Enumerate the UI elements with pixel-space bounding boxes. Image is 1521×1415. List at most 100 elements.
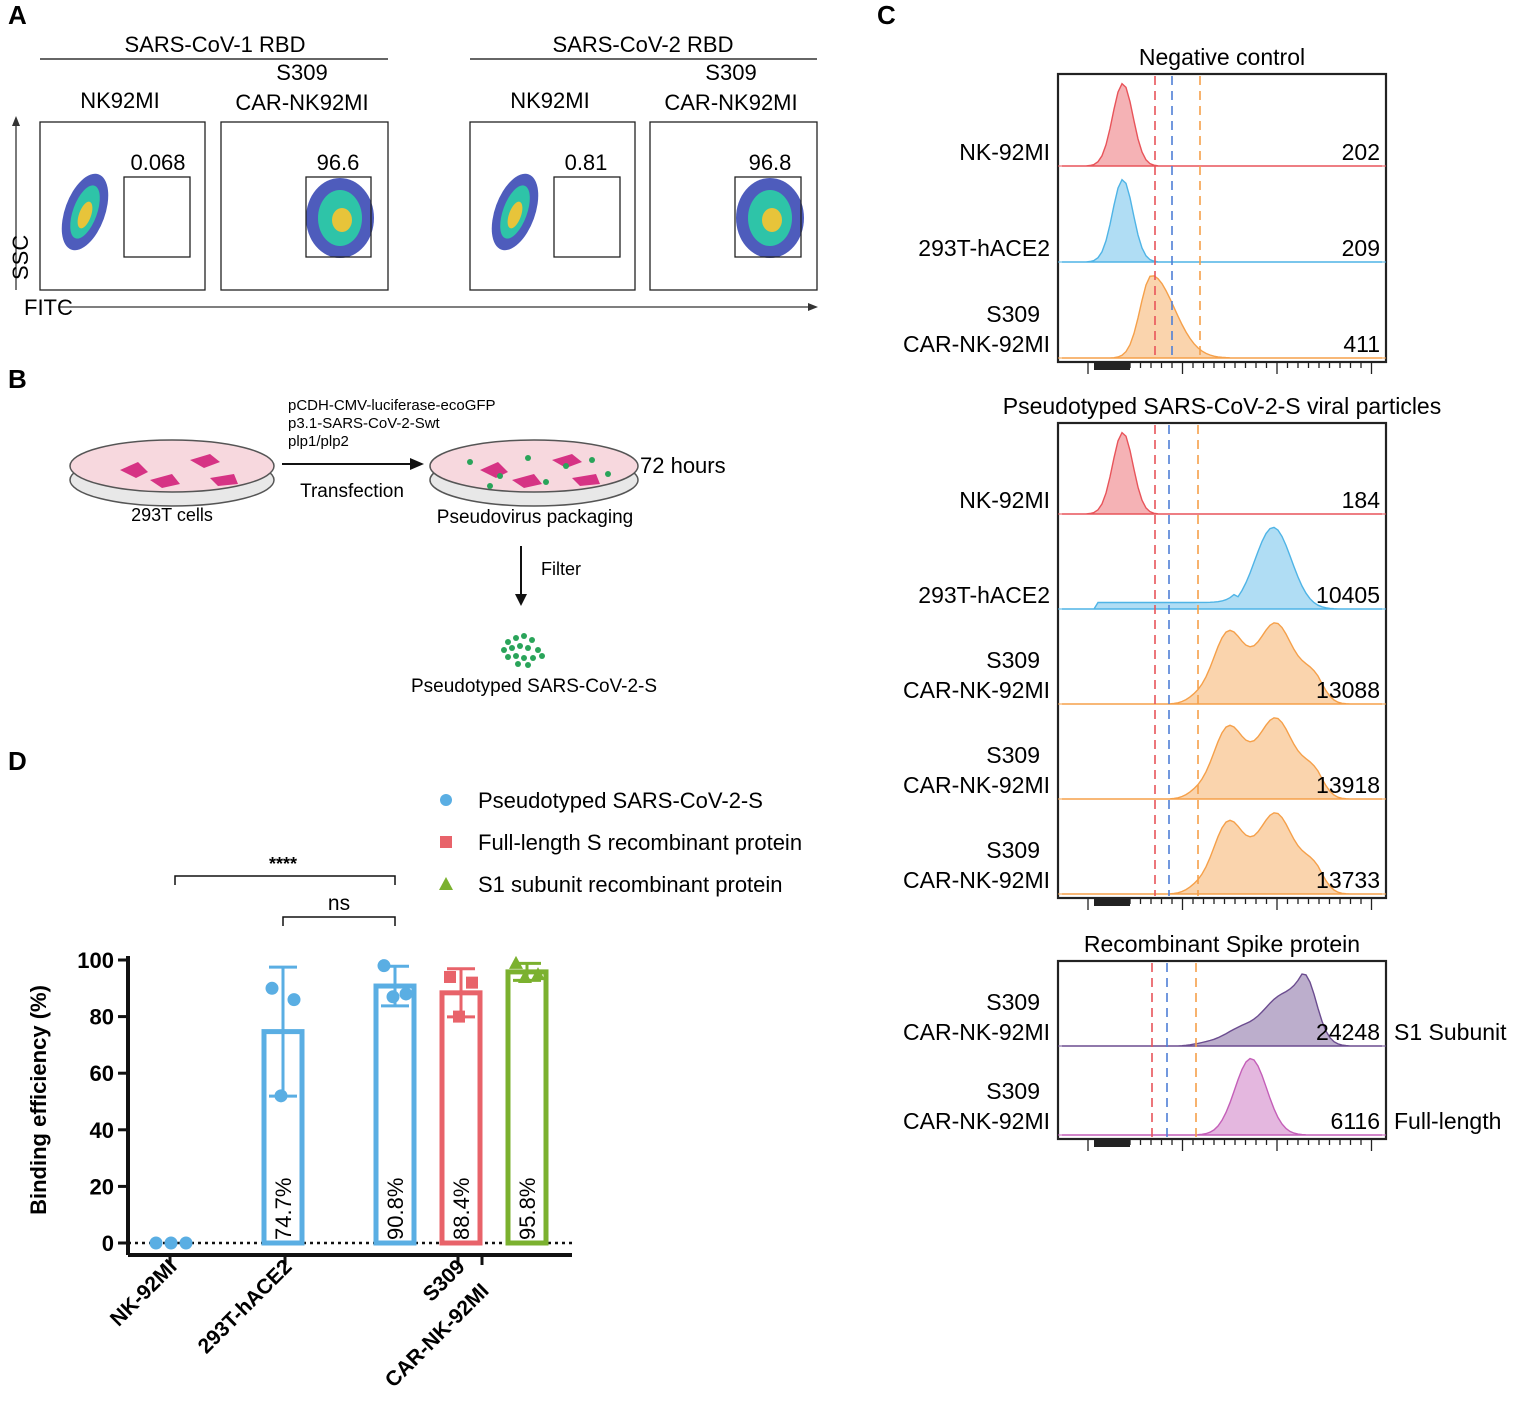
plasmid-1: pCDH-CMV-luciferase-ecoGFP (288, 397, 496, 414)
histogram-mfi-value: 13918 (1316, 772, 1380, 798)
packaging-label: Pseudovirus packaging (437, 507, 633, 528)
histogram-suffix: S1 Subunit (1394, 1019, 1507, 1045)
legend-marker (439, 877, 453, 890)
histogram-row-label: CAR-NK-92MI (903, 677, 1050, 703)
bar (505, 969, 549, 1246)
histogram-mfi-value: 13088 (1316, 677, 1380, 703)
histogram-row-label: NK-92MI (959, 139, 1050, 165)
histogram-row-label: NK-92MI (959, 487, 1050, 513)
flow-plot-3: 0.81 (469, 121, 636, 291)
bar (439, 990, 483, 1246)
col-label-s309-2: S309 (705, 60, 756, 85)
panel-letter-d: D (8, 746, 27, 776)
product-label: Pseudotyped SARS-CoV-2-S (411, 676, 657, 697)
histogram-row-label: 293T-hACE2 (918, 235, 1050, 261)
time-label: 72 hours (640, 453, 726, 478)
filter-label: Filter (541, 559, 581, 579)
data-point (265, 981, 279, 995)
y-axis-label: Binding efficiency (%) (26, 985, 51, 1215)
histogram-row-label: CAR-NK-92MI (903, 1108, 1050, 1134)
legend-label: Pseudotyped SARS-CoV-2-S (478, 788, 763, 813)
significance-bracket (174, 875, 396, 885)
data-point (287, 993, 301, 1007)
panel-letter-c: C (877, 0, 896, 30)
binding-bar-chart: 0 20 40 60 80 100 Binding efficiency (%) 74.7% 9… (26, 788, 802, 1392)
transfection-label: Transfection (300, 481, 404, 502)
data-point (466, 976, 478, 989)
histogram-row-label: S309 (986, 1078, 1040, 1104)
data-point (377, 959, 391, 973)
flow-plot-2: 96.6 (220, 121, 389, 291)
histogram-section-title: Pseudotyped SARS-CoV-2-S viral particles (1003, 393, 1441, 419)
axis-tick-cluster (1094, 362, 1130, 370)
histogram-mfi-value: 24248 (1316, 1019, 1380, 1045)
y-axis-ssc: SSC (8, 235, 33, 280)
dish-packaging-icon (429, 439, 639, 507)
significance-label: **** (269, 854, 297, 874)
histogram-row-label: CAR-NK-92MI (903, 331, 1050, 357)
pseudovirus-particles-icon (501, 633, 545, 668)
bar-value-label: 88.4% (449, 1178, 474, 1240)
histogram-section-title: Negative control (1139, 44, 1305, 70)
histogram-mfi-value: 10405 (1316, 582, 1380, 608)
col-label-car-1: CAR-NK92MI (235, 90, 368, 115)
histogram-section-title: Recombinant Spike protein (1084, 931, 1360, 957)
histogram-row-label: S309 (986, 742, 1040, 768)
histogram-frame (1056, 72, 1388, 364)
legend-marker (440, 794, 452, 806)
x-axis-fitc: FITC (24, 295, 73, 320)
x-category-label: NK-92MI (106, 1255, 182, 1331)
col-label-nk92mi-1: NK92MI (80, 88, 159, 113)
data-point (444, 970, 456, 983)
data-point (274, 1089, 288, 1103)
histogram-row-label: 293T-hACE2 (918, 582, 1050, 608)
histogram-mfi-value: 13733 (1316, 867, 1380, 893)
gate-value-3: 0.81 (565, 150, 608, 175)
gate-value-1: 0.068 (130, 150, 185, 175)
histogram-row-label: S309 (986, 989, 1040, 1015)
data-point (531, 967, 545, 981)
histogram-row-label: CAR-NK-92MI (903, 1019, 1050, 1045)
cells-label: 293T cells (131, 505, 213, 525)
histogram-row-label: S309 (986, 647, 1040, 673)
gate-value-4: 96.8 (749, 150, 792, 175)
axis-tick-cluster (1094, 898, 1130, 906)
data-point (518, 969, 532, 983)
bar-value-label: 90.8% (383, 1178, 408, 1240)
significance-bracket (282, 916, 396, 926)
flow-plot-1: 0.068 (39, 121, 206, 291)
col-label-car-2: CAR-NK92MI (664, 90, 797, 115)
y-tick-label: 60 (90, 1061, 114, 1086)
histogram-frame (1056, 421, 1388, 900)
histogram-suffix: Full-length (1394, 1108, 1501, 1134)
histogram-row-label: CAR-NK-92MI (903, 867, 1050, 893)
histogram-panel: Negative control 202 NK-92MI 209 293T-hACE2 4… (903, 44, 1507, 1151)
data-point (399, 987, 413, 1001)
histogram-mfi-value: 411 (1343, 331, 1380, 357)
significance-label: ns (328, 892, 350, 915)
plasmid-2: p3.1-SARS-CoV-2-Swt (288, 415, 441, 432)
panel-letter-a: A (8, 0, 27, 30)
histogram-mfi-value: 6116 (1331, 1108, 1380, 1134)
data-point (386, 990, 400, 1004)
dish-293t-icon (69, 439, 275, 507)
y-tick-label: 0 (102, 1231, 114, 1256)
data-point (179, 1236, 193, 1250)
bar-value-label: 74.7% (271, 1178, 296, 1240)
col-label-nk92mi-2: NK92MI (510, 88, 589, 113)
x-category-label: 293T-hACE2 (194, 1255, 297, 1358)
histogram-mfi-value: 202 (1342, 139, 1380, 165)
data-point (453, 1010, 465, 1023)
group-label-sars1: SARS-CoV-1 RBD (125, 32, 306, 57)
data-point (164, 1236, 178, 1250)
flow-plot-4: 96.8 (649, 121, 818, 291)
legend-label: Full-length S recombinant protein (478, 830, 802, 855)
bar-value-label: 95.8% (515, 1178, 540, 1240)
histogram-row-label: CAR-NK-92MI (903, 772, 1050, 798)
histogram-mfi-value: 184 (1342, 487, 1381, 513)
y-tick-label: 40 (90, 1118, 114, 1143)
y-tick-label: 80 (90, 1005, 114, 1030)
data-point (509, 955, 523, 969)
histogram-frame (1056, 959, 1388, 1141)
